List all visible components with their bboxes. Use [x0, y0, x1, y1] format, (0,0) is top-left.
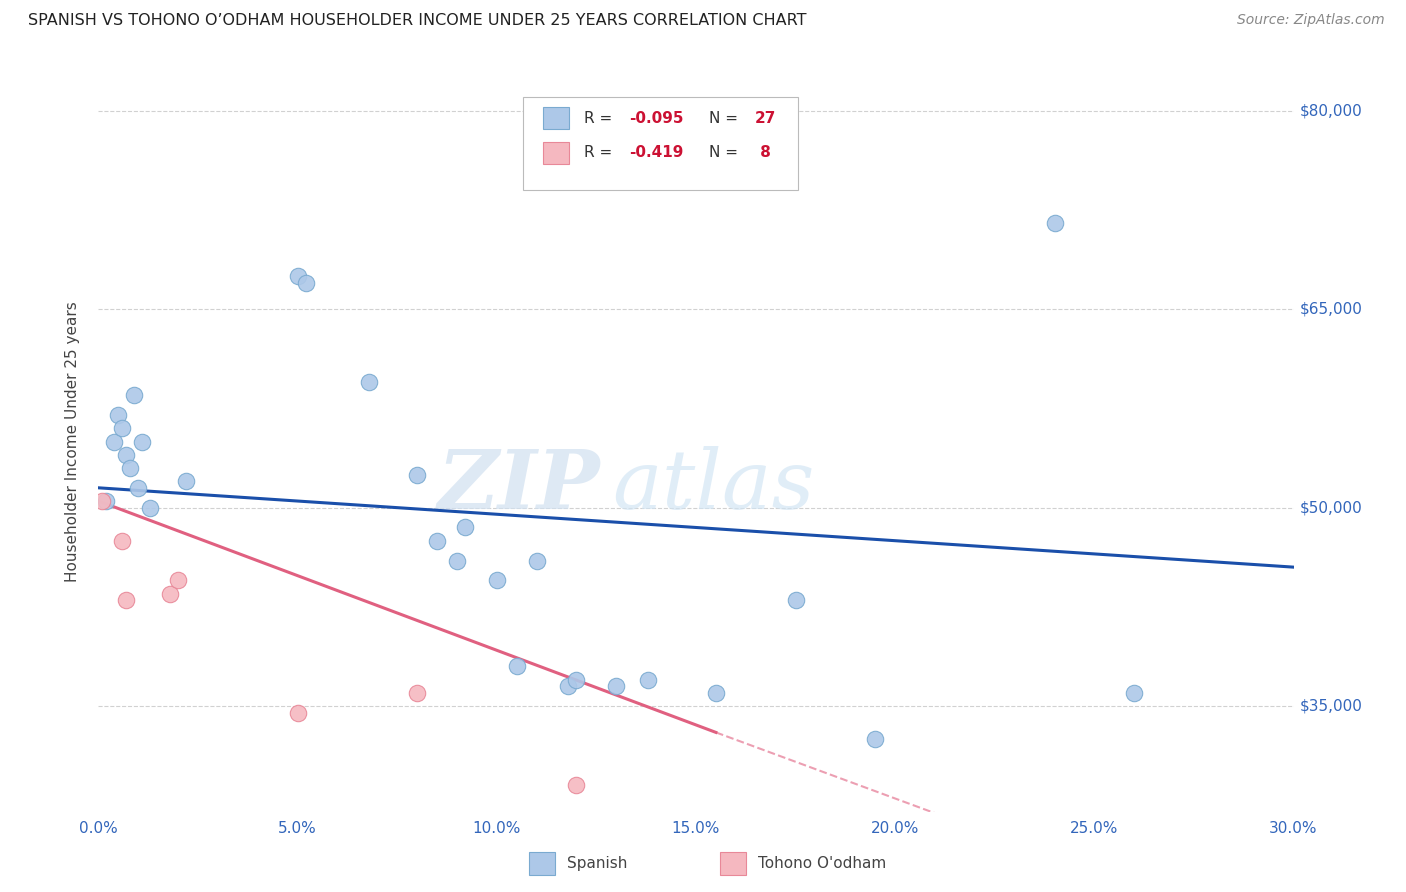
Point: [359, 375, 381, 389]
Point: [637, 673, 659, 687]
Point: [446, 553, 468, 567]
Bar: [543, 142, 569, 164]
Bar: [543, 107, 569, 129]
Text: $35,000: $35,000: [1299, 698, 1362, 714]
Text: $65,000: $65,000: [1299, 301, 1362, 317]
Text: ZIP: ZIP: [437, 446, 600, 526]
Text: 27: 27: [755, 111, 776, 126]
Point: [506, 659, 529, 673]
FancyBboxPatch shape: [523, 97, 797, 190]
Text: -0.419: -0.419: [628, 145, 683, 161]
Point: [426, 533, 449, 548]
Point: [139, 500, 162, 515]
Point: [557, 679, 579, 693]
Point: [111, 533, 134, 548]
Point: [159, 586, 181, 600]
Text: atlas: atlas: [612, 446, 814, 526]
Point: [107, 408, 129, 422]
Point: [127, 481, 149, 495]
Point: [785, 593, 807, 607]
Point: [704, 686, 727, 700]
Point: [1043, 216, 1066, 230]
Text: N =: N =: [709, 111, 742, 126]
Point: [565, 778, 588, 792]
Point: [111, 421, 134, 435]
Y-axis label: Householder Income Under 25 years: Householder Income Under 25 years: [65, 301, 80, 582]
Text: N =: N =: [709, 145, 742, 161]
Text: $50,000: $50,000: [1299, 500, 1362, 516]
Point: [167, 574, 190, 588]
Point: [120, 461, 142, 475]
Point: [406, 686, 429, 700]
Point: [287, 269, 309, 284]
Text: Source: ZipAtlas.com: Source: ZipAtlas.com: [1237, 13, 1385, 28]
Point: [485, 574, 508, 588]
Point: [124, 388, 146, 402]
Point: [115, 593, 138, 607]
Point: [406, 467, 429, 482]
Text: Spanish: Spanish: [567, 856, 627, 871]
Point: [96, 494, 118, 508]
Text: 8: 8: [755, 145, 770, 161]
Text: R =: R =: [583, 145, 617, 161]
Point: [454, 520, 477, 534]
Point: [174, 474, 197, 488]
Text: Tohono O'odham: Tohono O'odham: [758, 856, 886, 871]
Point: [605, 679, 627, 693]
Point: [103, 434, 125, 449]
Point: [287, 706, 309, 720]
Text: $80,000: $80,000: [1299, 103, 1362, 119]
Text: R =: R =: [583, 111, 617, 126]
Point: [526, 553, 548, 567]
Text: -0.095: -0.095: [628, 111, 683, 126]
Point: [131, 434, 153, 449]
Point: [1123, 686, 1146, 700]
Bar: [529, 853, 555, 875]
Point: [565, 673, 588, 687]
Point: [863, 731, 886, 746]
Text: SPANISH VS TOHONO O’ODHAM HOUSEHOLDER INCOME UNDER 25 YEARS CORRELATION CHART: SPANISH VS TOHONO O’ODHAM HOUSEHOLDER IN…: [28, 13, 807, 29]
Point: [115, 448, 138, 462]
Bar: [720, 853, 747, 875]
Point: [91, 494, 114, 508]
Point: [294, 276, 316, 290]
